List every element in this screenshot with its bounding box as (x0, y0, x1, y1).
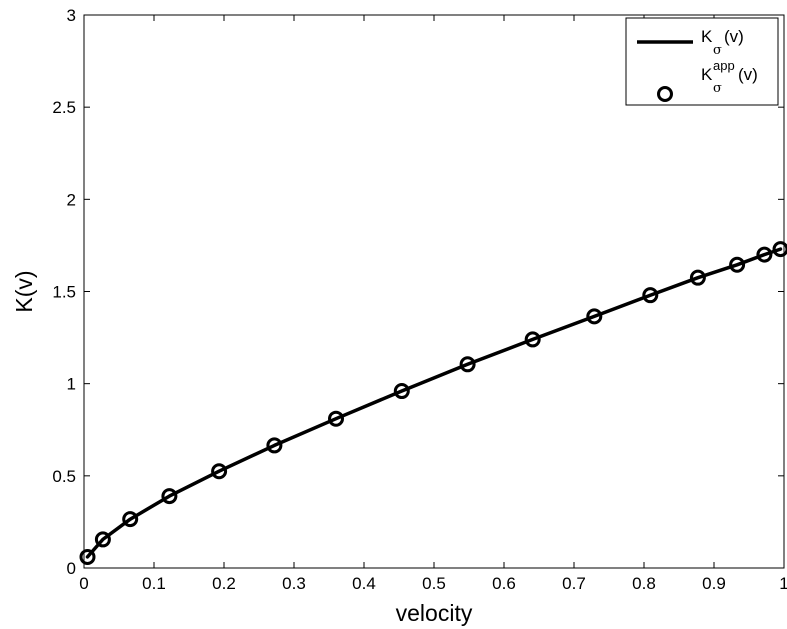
y-axis-label: K(v) (11, 270, 37, 312)
data-point-marker (524, 331, 541, 348)
x-tick-label: 0.9 (702, 574, 726, 593)
legend-label-subscript: σ (713, 81, 722, 96)
data-point-marker (122, 511, 139, 528)
y-tick-label: 1.5 (52, 283, 76, 302)
legend-box (625, 17, 779, 106)
legend-label-superscript: app (713, 58, 735, 73)
data-point-marker (94, 531, 111, 548)
data-point-marker (211, 463, 228, 480)
y-tick-label: 2.5 (52, 98, 76, 117)
y-tick-label: 0 (67, 559, 76, 578)
legend-label-main: K (701, 65, 713, 84)
plot-area (84, 15, 784, 568)
data-point-marker (689, 269, 706, 286)
data-point-marker (393, 383, 410, 400)
y-tick-label: 0.5 (52, 467, 76, 486)
data-point-marker (756, 246, 773, 263)
legend-marker-sample (657, 86, 673, 102)
legend-label-suffix: (v) (738, 65, 758, 84)
data-point-marker (586, 308, 603, 325)
x-tick-label: 0.5 (422, 574, 446, 593)
data-point-marker (266, 437, 283, 454)
x-axis-label: velocity (396, 600, 473, 626)
y-tick-label: 1 (67, 375, 76, 394)
x-tick-label: 0.4 (352, 574, 376, 593)
x-tick-label: 0.2 (212, 574, 236, 593)
legend-label-suffix: (v) (724, 27, 744, 46)
data-point-marker (772, 241, 787, 258)
y-tick-label: 2 (67, 190, 76, 209)
legend-label-subscript: σ (713, 43, 722, 58)
x-tick-label: 0.6 (492, 574, 516, 593)
x-tick-label: 0.3 (282, 574, 306, 593)
data-point-marker (328, 410, 344, 427)
x-tick-label: 1 (779, 574, 787, 593)
data-point-marker (79, 548, 96, 565)
chart-marks (79, 241, 787, 565)
x-tick-label: 0.1 (142, 574, 166, 593)
data-point-marker (729, 256, 746, 273)
legend-label-main: K (701, 27, 713, 46)
x-tick-label: 0.8 (632, 574, 656, 593)
y-tick-label: 3 (67, 6, 76, 25)
axis-ticks: 0 0.1 0.2 0.3 0.4 0.5 0.6 0.7 0.8 0.9 1 0 0.5 1 1.5 2 2.… (52, 6, 787, 593)
x-tick-label: 0 (79, 574, 88, 593)
data-point-marker (459, 356, 476, 373)
series-line (85, 247, 783, 559)
data-point-marker (642, 287, 659, 304)
x-tick-label: 0.7 (562, 574, 586, 593)
data-point-marker (161, 488, 178, 505)
